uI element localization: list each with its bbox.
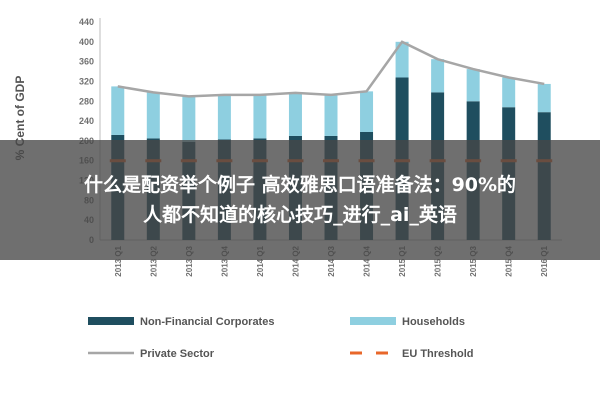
x-tick-label: 2015 Q4 (505, 245, 514, 276)
x-tick-label: 2014 Q1 (256, 245, 265, 276)
legend-label: Non-Financial Corporates (140, 316, 274, 328)
bar-households (146, 92, 160, 139)
legend-swatch (350, 317, 396, 325)
x-tick-label: 2016 Q1 (540, 245, 549, 276)
y-axis-label: % Cent of GDP (13, 76, 27, 161)
banner-line-2: 人都不知道的核心技巧_进行_ai_英语 (143, 204, 457, 226)
bar-households (111, 86, 125, 135)
bar-households (466, 69, 480, 102)
y-tick-label: 320 (79, 76, 94, 86)
legend: Non-Financial Corporates Households Privat… (88, 316, 474, 360)
x-tick-label: 2014 Q3 (327, 245, 336, 276)
bar-households (502, 77, 516, 108)
banner-line-1: 什么是配资举个例子 高效雅思口语准备法：90%的 (83, 174, 517, 196)
legend-label: EU Threshold (402, 348, 474, 360)
x-tick-label: 2013 Q2 (149, 245, 158, 276)
x-tick-label: 2013 Q3 (185, 245, 194, 276)
y-tick-label: 240 (79, 116, 94, 126)
bar-households (253, 94, 267, 139)
bar-households (288, 92, 302, 136)
x-tick-label: 2014 Q4 (363, 245, 372, 276)
y-tick-label: 440 (79, 17, 94, 27)
bar-households (217, 94, 231, 140)
y-tick-label: 400 (79, 37, 94, 47)
y-tick-label: 280 (79, 96, 94, 106)
x-tick-label: 2015 Q3 (469, 245, 478, 276)
x-tick-label: 2013 Q1 (114, 245, 123, 276)
private-sector-line (117, 40, 545, 98)
legend-label: Private Sector (140, 348, 215, 360)
watermark-banner: 什么是配资举个例子 高效雅思口语准备法：90%的 人都不知道的核心技巧_进行_a… (0, 140, 600, 260)
legend-label: Households (402, 316, 465, 328)
y-tick-label: 360 (79, 57, 94, 67)
x-tick-label: 2015 Q2 (434, 245, 443, 276)
bar-households (395, 41, 409, 78)
bar-households (537, 83, 551, 113)
legend-swatch (88, 317, 134, 325)
bar-households (431, 59, 445, 93)
x-tick-label: 2015 Q1 (398, 245, 407, 276)
bar-households (360, 91, 374, 132)
bar-households (324, 94, 338, 136)
x-tick-label: 2013 Q4 (220, 245, 229, 276)
bar-households (182, 96, 196, 142)
x-tick-label: 2014 Q2 (291, 245, 300, 276)
